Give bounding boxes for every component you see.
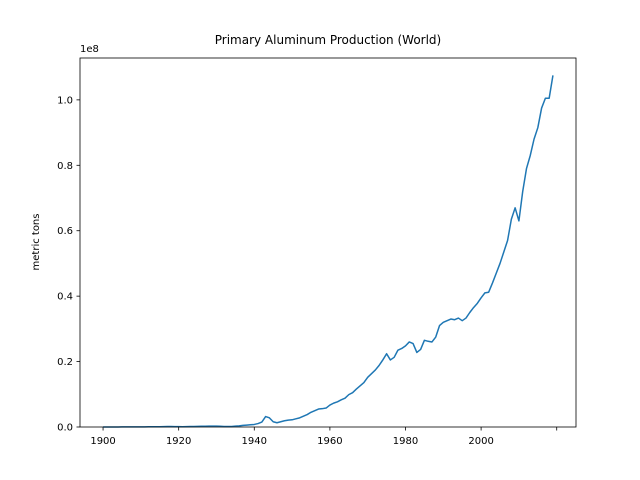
y-tick-label: 0.6 [57, 226, 73, 237]
x-tick-label: 1980 [393, 436, 418, 447]
y-offset-label: 1e8 [80, 44, 99, 55]
y-tick-label: 0.4 [57, 292, 73, 303]
x-tick-label: 1960 [317, 436, 342, 447]
y-tick-label: 0.2 [57, 357, 73, 368]
data-line [103, 75, 554, 428]
y-tick-label: 0.0 [57, 423, 73, 434]
x-tick-label: 1940 [242, 436, 267, 447]
x-tick-label: 1900 [90, 436, 115, 447]
y-tick-label: 0.8 [57, 161, 73, 172]
plot-frame [79, 57, 577, 428]
chart-title: Primary Aluminum Production (World) [215, 33, 441, 47]
y-axis-label: metric tons [31, 214, 42, 271]
x-tick-label: 1920 [166, 436, 191, 447]
x-tick-label: 2000 [468, 436, 493, 447]
y-tick-label: 1.0 [57, 95, 73, 106]
